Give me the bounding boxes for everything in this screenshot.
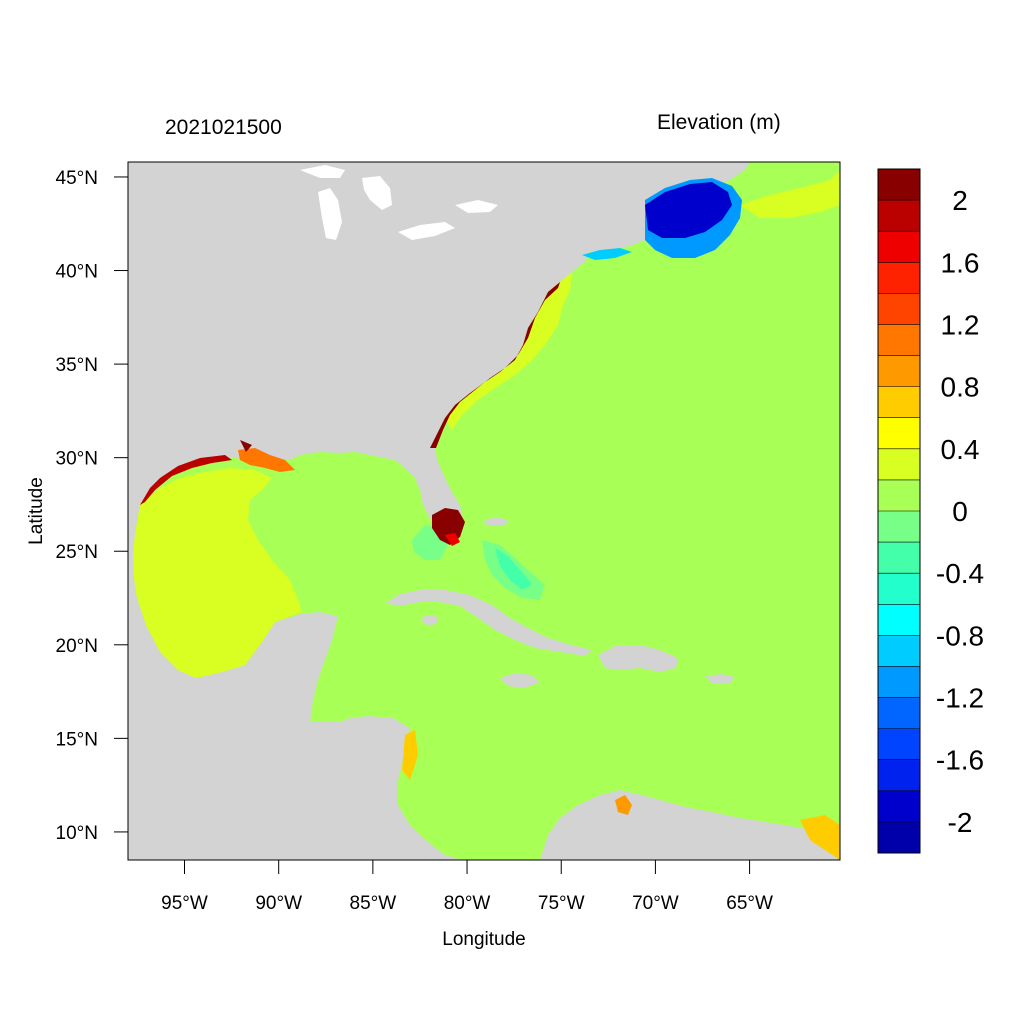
y-tick-label: 45°N	[56, 168, 98, 189]
map-panel	[127, 161, 841, 861]
louisiana-coast-anomaly	[238, 448, 295, 472]
colombia-coast-anomaly	[402, 730, 418, 780]
colorbar-label: 0	[952, 496, 968, 527]
colorbar-bin	[878, 759, 920, 792]
colorbar-bin	[878, 417, 920, 450]
colorbar-bin	[878, 666, 920, 698]
jamaica-land	[500, 673, 540, 688]
y-tick-label: 30°N	[56, 449, 98, 470]
lake-huron	[362, 176, 392, 210]
gulf-of-maine-core	[645, 182, 732, 238]
isle-of-youth-land	[422, 615, 438, 625]
east-coast-band	[445, 272, 572, 430]
colorbar-label: 0.8	[941, 372, 980, 403]
colorbar-bin	[878, 386, 920, 419]
map-frame	[127, 161, 841, 861]
timestamp-label: 2021021500	[165, 116, 282, 139]
colorbar-bin	[878, 635, 920, 667]
y-tick-label: 40°N	[56, 262, 98, 283]
gulf-west-anomaly	[133, 468, 302, 678]
florida-tip-anomaly	[432, 508, 465, 545]
y-axis-label: Latitude	[26, 477, 47, 545]
colorbar-bin	[878, 790, 920, 823]
colorbar-bin	[878, 293, 920, 325]
x-axis: 95°W 90°W 85°W 80°W 75°W 70°W 65°W	[161, 860, 773, 914]
colorbar-label: 2	[952, 185, 968, 216]
colorbar-label: -1.2	[936, 683, 984, 714]
colorbar-bin	[878, 262, 920, 294]
lake-michigan	[318, 188, 342, 240]
colorbar-bin	[878, 542, 920, 574]
y-tick-label: 15°N	[56, 729, 98, 750]
bahamas-shelf	[495, 548, 532, 590]
colorbar-bin	[878, 324, 920, 356]
colorbar-label: -0.4	[936, 558, 984, 589]
louisiana-coast-dark	[240, 440, 252, 452]
nova-scotia-anomaly	[740, 170, 840, 218]
colorbar-label: -2	[948, 807, 973, 838]
colorbar-label: 1.2	[941, 309, 980, 340]
colorbar	[877, 168, 921, 854]
y-tick-label: 25°N	[56, 542, 98, 563]
long-island-anomaly	[582, 248, 632, 260]
colorbar-bin	[878, 448, 920, 481]
colorbar-label: 1.6	[941, 247, 980, 278]
y-tick-label: 10°N	[56, 823, 98, 844]
colorbar-bin	[878, 231, 920, 263]
colorbar-title: Elevation (m)	[657, 111, 781, 134]
cuba-land	[385, 590, 592, 656]
colorbar-bin	[878, 169, 920, 201]
y-axis: 45°N 40°N 35°N 30°N 25°N 20°N 15°N 10°N	[56, 168, 128, 844]
lake-erie	[398, 222, 455, 240]
colorbar-bin	[878, 728, 920, 761]
lake-ontario	[455, 200, 498, 213]
colorbar-frame	[877, 168, 921, 854]
colorbar-bin	[878, 511, 920, 543]
colorbar-label: -1.6	[936, 745, 984, 776]
bahamas-island	[484, 518, 508, 526]
colorbar-bin	[878, 355, 920, 388]
lake-superior	[300, 165, 345, 178]
gulf-coast-fringe	[140, 455, 232, 505]
colorbar-bin	[878, 479, 920, 512]
colorbar-label: -0.8	[936, 620, 984, 651]
hispaniola-land	[598, 645, 678, 672]
colorbar-label: 0.4	[941, 434, 980, 465]
x-axis-label: Longitude	[442, 929, 525, 950]
florida-tip-red	[445, 533, 460, 546]
colorbar-bin	[878, 697, 920, 730]
x-tick-label: 70°W	[632, 893, 679, 914]
colorbar-bin	[878, 821, 920, 854]
colorbar-bin	[878, 200, 920, 232]
great-lakes	[300, 165, 498, 240]
venezuela-coast-anomaly	[615, 795, 632, 815]
x-tick-label: 90°W	[255, 893, 302, 914]
orinoco-anomaly	[800, 815, 840, 860]
x-tick-label: 65°W	[726, 893, 773, 914]
colorbar-labels: 2 1.6 1.2 0.8 0.4 0 -0.4 -0.8 -1.2 -1.6 -2	[936, 185, 984, 838]
y-tick-label: 20°N	[56, 636, 98, 657]
x-tick-label: 75°W	[538, 893, 585, 914]
south-america-land	[540, 790, 840, 860]
colorbar-bin	[878, 604, 920, 636]
x-tick-label: 95°W	[161, 893, 208, 914]
colorbar-bin	[878, 573, 920, 605]
x-tick-label: 80°W	[444, 893, 491, 914]
puerto-rico-land	[705, 674, 735, 683]
y-tick-label: 35°N	[56, 355, 98, 376]
north-america-land	[128, 162, 750, 860]
x-tick-label: 85°W	[350, 893, 397, 914]
